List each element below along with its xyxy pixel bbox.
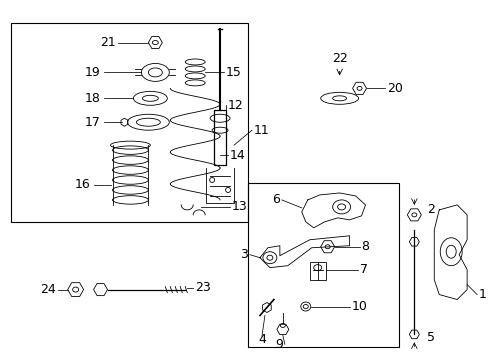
Bar — [214, 110, 225, 165]
Text: 19: 19 — [84, 66, 101, 79]
Text: 16: 16 — [75, 179, 90, 192]
Text: 20: 20 — [386, 82, 403, 95]
Text: 11: 11 — [253, 124, 269, 137]
Text: 10: 10 — [351, 300, 366, 313]
Text: 2: 2 — [427, 203, 434, 216]
Text: 7: 7 — [359, 263, 367, 276]
Bar — [11, 23, 247, 222]
Text: 8: 8 — [361, 240, 369, 253]
Text: 5: 5 — [427, 331, 434, 344]
Text: 9: 9 — [274, 338, 282, 351]
Text: 1: 1 — [478, 288, 486, 301]
Text: 4: 4 — [258, 333, 265, 346]
Bar — [309, 262, 325, 280]
Text: 23: 23 — [195, 281, 210, 294]
Text: 6: 6 — [271, 193, 279, 206]
Text: 15: 15 — [225, 66, 242, 79]
Text: 14: 14 — [229, 149, 245, 162]
Text: 3: 3 — [240, 248, 247, 261]
Text: 21: 21 — [100, 36, 115, 49]
Text: 24: 24 — [40, 283, 56, 296]
Text: 13: 13 — [232, 201, 247, 213]
Text: 17: 17 — [84, 116, 101, 129]
Bar — [247, 183, 399, 347]
Text: 12: 12 — [227, 99, 244, 112]
Text: 22: 22 — [331, 52, 347, 65]
Text: 18: 18 — [84, 92, 101, 105]
